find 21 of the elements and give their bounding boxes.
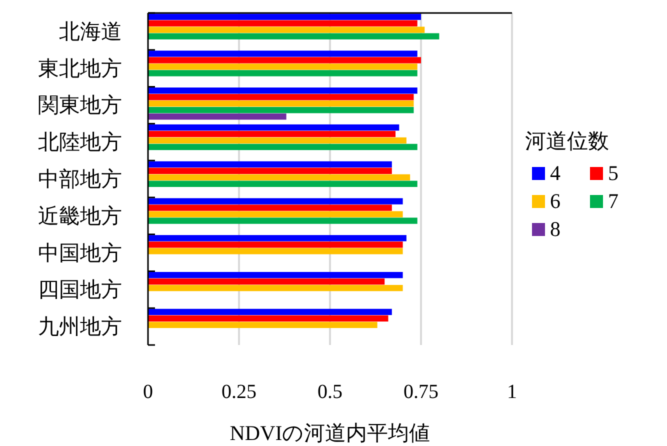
category: 東北地方	[38, 56, 122, 80]
legend-label: 6	[550, 189, 560, 213]
xtick: 1	[507, 381, 517, 403]
category: 九州地方	[38, 314, 122, 339]
category: 中部地方	[38, 167, 122, 191]
category: 近畿地方	[38, 204, 122, 228]
xtick: 0.25	[222, 381, 256, 403]
category: 中国地方	[38, 240, 122, 265]
category: 関東地方	[38, 93, 122, 118]
legend-title: 河道位数	[525, 129, 609, 153]
category: 北陸地方	[38, 130, 122, 154]
category: 四国地方	[38, 278, 122, 302]
legend-label: 5	[608, 161, 618, 185]
legend-label: 7	[608, 189, 618, 213]
category: 北海道	[59, 19, 122, 44]
xlabel: NDVIの河道内平均値	[230, 421, 430, 445]
legend-label: 4	[550, 161, 560, 185]
xtick: 0	[143, 381, 153, 403]
legend-label: 8	[550, 217, 560, 241]
xtick: 0.5	[318, 381, 342, 403]
xtick: 0.75	[404, 381, 438, 403]
